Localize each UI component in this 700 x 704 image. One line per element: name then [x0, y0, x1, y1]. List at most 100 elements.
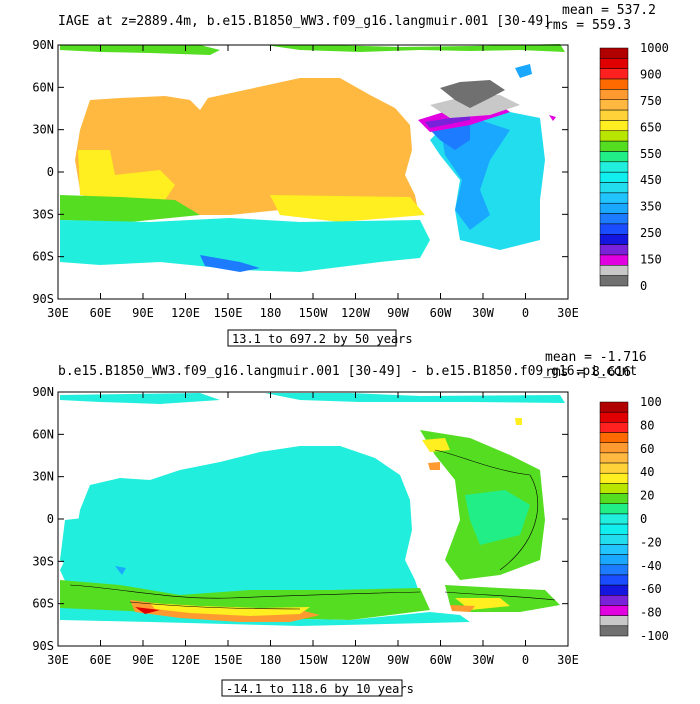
colorbar-swatch [599, 192, 629, 204]
colorbar-swatch [599, 523, 629, 535]
y-tick-label: 30N [32, 123, 54, 137]
colorbar-swatch [599, 432, 629, 443]
panel-2-colorbar: 100 80 60 40 20 0 -20 -40 -60 -80 -100 [599, 395, 669, 643]
colorbar-swatch [599, 47, 629, 59]
x-tick-label: 60W [430, 653, 452, 667]
x-tick-label: 30E [557, 653, 579, 667]
colorbar-swatch [599, 595, 629, 606]
panel-1-x-axis: 30E 60E 90E 120E 150E 180 150W 120W 90W 60W 30W 0 30… [47, 45, 579, 320]
panel-2-mean: mean = -1.716 [545, 350, 647, 365]
panel-1-range-box [227, 329, 397, 347]
x-tick-label: 30W [472, 653, 494, 667]
map2-nordic-yellow [515, 418, 522, 425]
x-tick-label: 150E [214, 306, 243, 320]
colorbar-swatch [599, 503, 629, 515]
colorbar-swatch [599, 244, 629, 256]
x-tick-label: 60W [430, 306, 452, 320]
x-tick-label: 90W [387, 306, 409, 320]
y-tick-label: 90N [32, 38, 54, 52]
map2-contours [69, 449, 556, 610]
colorbar-label: 350 [640, 200, 662, 214]
x-tick-label: 150W [299, 653, 329, 667]
y-tick-label: 60S [32, 250, 54, 264]
x-tick-label: 150W [299, 306, 329, 320]
colorbar-swatch [599, 130, 629, 142]
y-tick-label: 90N [32, 385, 54, 399]
panel-1: IAGE at z=2889.4m, b.e15.B1850_WW3.f09_g… [32, 3, 669, 347]
colorbar-swatch [599, 140, 629, 152]
map1-atlantic-purple [425, 115, 470, 128]
map1-med-magenta [549, 115, 556, 121]
y-tick-label: 60N [32, 80, 54, 94]
y-tick-label: 90S [32, 639, 54, 653]
y-tick-label: 30S [32, 554, 54, 568]
colorbar-swatch [599, 554, 629, 566]
colorbar-swatch [599, 584, 629, 596]
colorbar-swatch [599, 120, 629, 132]
colorbar-swatch [599, 483, 629, 494]
panel-2-title: b.e15.B1850_WW3.f09_g16.langmuir.001 [30… [58, 364, 637, 379]
colorbar-swatch [599, 452, 629, 464]
colorbar-swatch [599, 625, 629, 637]
contour-line-3 [434, 449, 539, 571]
colorbar-swatch [599, 58, 629, 69]
y-tick-label: 90S [32, 292, 54, 306]
colorbar-swatch [599, 544, 629, 555]
colorbar-swatch [599, 462, 629, 474]
map1-labrador-gray [430, 95, 520, 118]
panel-1-rms: rms = 559.3 [545, 18, 631, 33]
map2-arctic-2 [265, 393, 565, 403]
colorbar-swatch [599, 99, 629, 111]
colorbar-swatch [599, 68, 629, 80]
map2-small-blue [115, 566, 126, 575]
map2-southern-cyan [60, 608, 470, 626]
colorbar-swatch [599, 89, 629, 100]
x-tick-label: 120W [341, 653, 371, 667]
x-tick-label: 150E [214, 653, 243, 667]
colorbar-label: -80 [640, 606, 662, 620]
panel-1-range-text: 13.1 to 697.2 by 50 years [232, 332, 413, 346]
y-tick-label: 30S [32, 207, 54, 221]
map1-arctic [60, 45, 220, 55]
colorbar-swatch [599, 605, 629, 616]
colorbar-label: -20 [640, 535, 662, 549]
map1-south-yellow [270, 195, 425, 222]
map2-atlantic-lightgreen [465, 490, 530, 545]
colorbar-label: 150 [640, 253, 662, 267]
contour-line-1 [69, 584, 421, 599]
colorbar-swatch [599, 442, 629, 454]
colorbar-swatch [599, 564, 629, 576]
x-tick-label: 30E [47, 653, 69, 667]
y-tick-label: 30N [32, 470, 54, 484]
panel-1-y-axis: 90N 60N 30N 0 30S 60S 90S [32, 38, 568, 306]
colorbar-swatch [599, 151, 629, 163]
colorbar-label: -40 [640, 559, 662, 573]
colorbar-label: 0 [640, 512, 647, 526]
colorbar-swatch [599, 161, 629, 173]
map1-atlantic-darkblue [430, 125, 470, 150]
map2-arctic [60, 393, 220, 404]
panel-1-title: IAGE at z=2889.4m, b.e15.B1850_WW3.f09_g… [58, 14, 551, 29]
x-tick-label: 120E [171, 306, 200, 320]
map2-pacific [60, 446, 420, 600]
x-tick-label: 120E [171, 653, 200, 667]
panel-2-range-text: -14.1 to 118.6 by 10 years [226, 682, 414, 696]
colorbar-swatch [599, 171, 629, 183]
colorbar-label: 250 [640, 226, 662, 240]
map2-atlantic-orange [428, 462, 440, 470]
panel-2-x-axis: 30E 60E 90E 120E 150E 180 150W 120W 90W 60W 30W 0 30… [47, 392, 579, 667]
x-tick-label: 30W [472, 306, 494, 320]
colorbar-swatch [599, 202, 629, 214]
x-tick-label: 60E [90, 306, 112, 320]
colorbar-label: 40 [640, 465, 654, 479]
map1-nordic-small [515, 64, 532, 78]
y-tick-label: 60N [32, 427, 54, 441]
x-tick-label: 90W [387, 653, 409, 667]
colorbar-label: -100 [640, 629, 669, 643]
colorbar-swatch [599, 422, 629, 433]
colorbar-label: 1000 [640, 41, 669, 55]
map2-weddell-orange [450, 605, 475, 612]
x-tick-label: 60E [90, 653, 112, 667]
colorbar-label: -60 [640, 582, 662, 596]
colorbar-label: 80 [640, 418, 654, 432]
